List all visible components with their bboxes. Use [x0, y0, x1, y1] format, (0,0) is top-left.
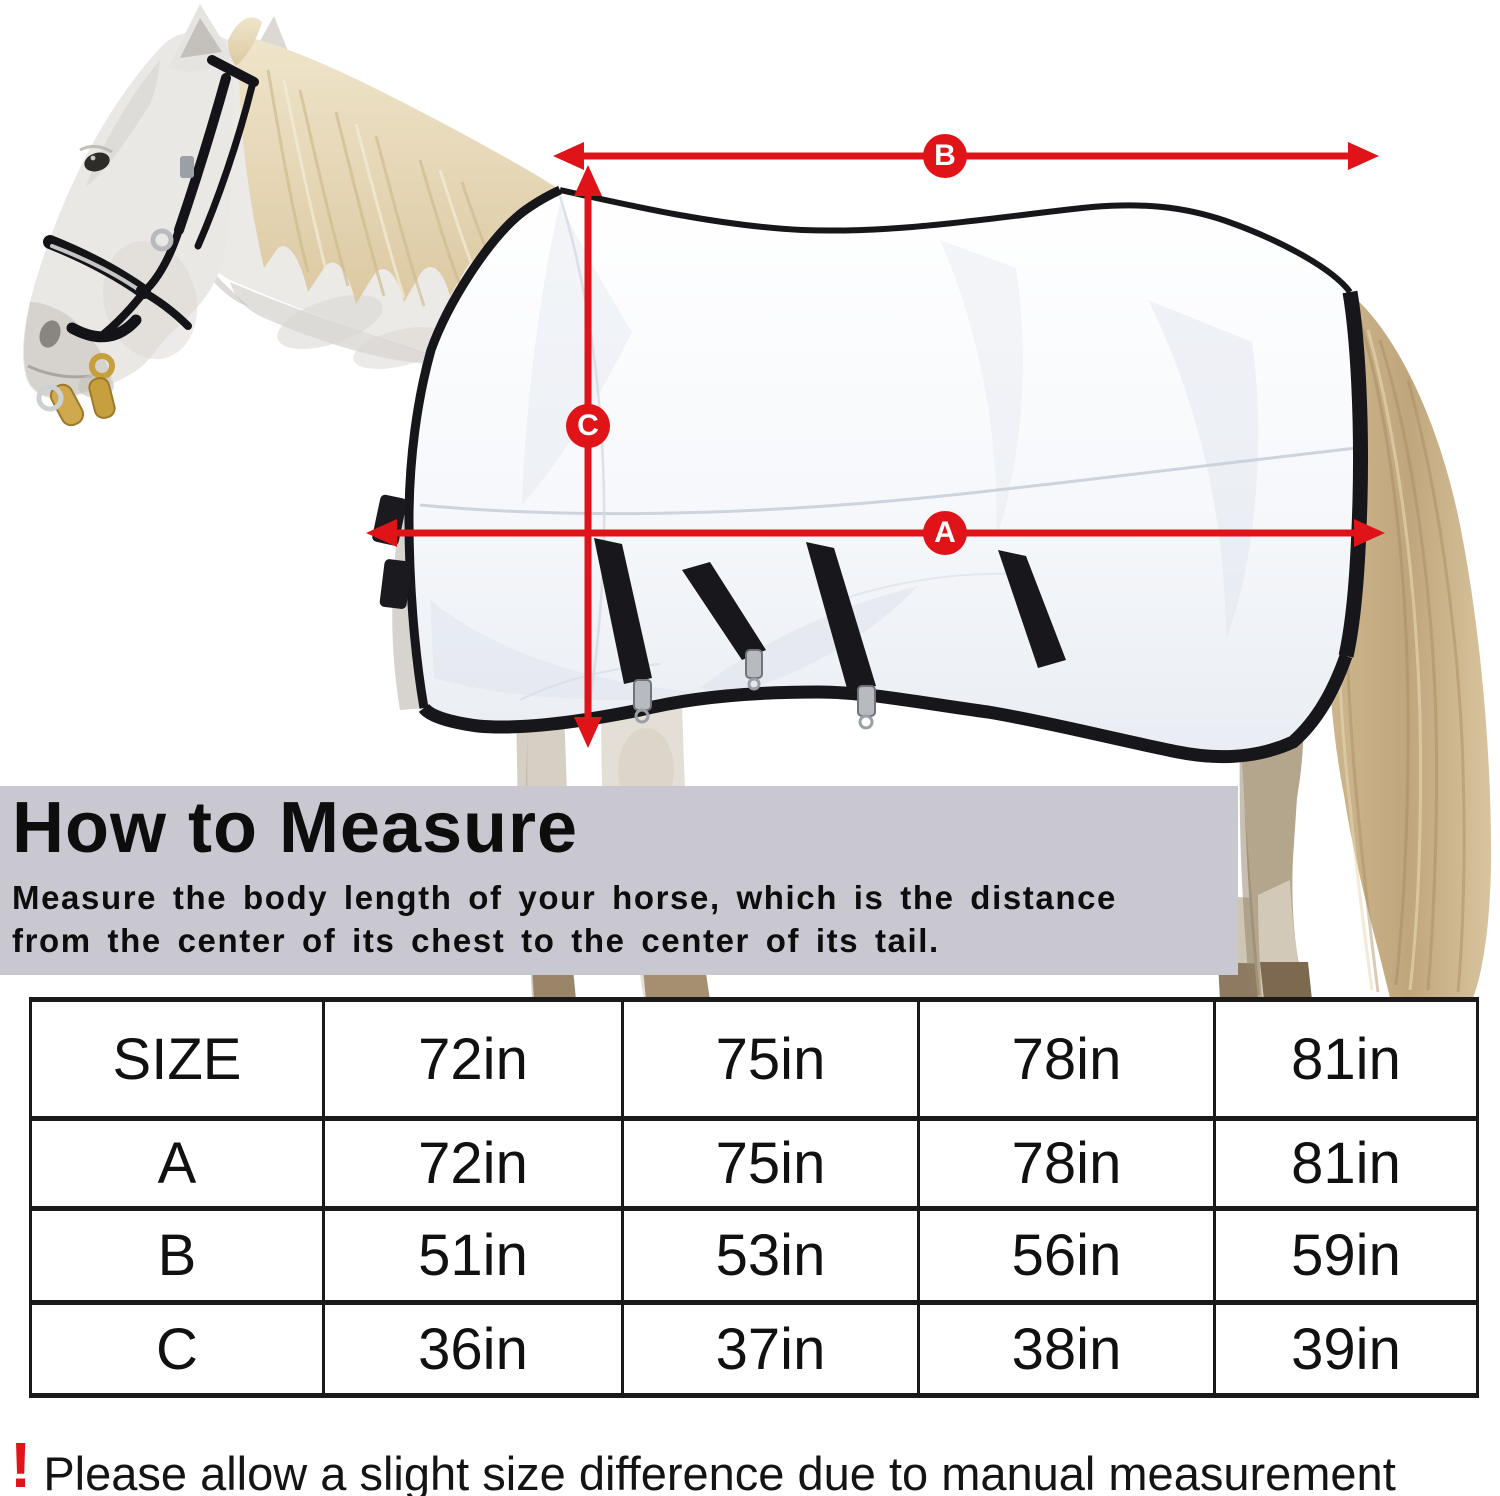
table-cell: 75in: [621, 1116, 920, 1211]
table-cell: C: [29, 1300, 325, 1398]
table-cell: 51in: [322, 1206, 624, 1305]
horse-nostril: [39, 320, 61, 348]
halter-gold-ring: [89, 353, 115, 379]
table-cell: 36in: [322, 1300, 624, 1398]
table-cell: 78in: [917, 1116, 1216, 1211]
table-cell: 72in: [322, 1116, 624, 1211]
blanket-hem-trim: [418, 653, 1353, 764]
horse-halter: [36, 55, 259, 427]
table-cell: 38in: [917, 1300, 1216, 1398]
measure-label-b: B: [923, 134, 967, 178]
measurement-note-text: Please allow a slight size difference du…: [43, 1447, 1396, 1496]
halter-ring: [150, 228, 174, 252]
measurement-note: ! Please allow a slight size difference …: [10, 1429, 1496, 1496]
measure-label-a-letter: A: [934, 516, 956, 549]
table-cell: SIZE: [29, 997, 325, 1121]
table-cell: 81in: [1213, 997, 1479, 1121]
table-cell: 59in: [1213, 1206, 1479, 1305]
table-row: SIZE 72in 75in 78in 81in: [29, 997, 1479, 1121]
how-to-measure-title: How to Measure: [12, 788, 579, 868]
horse-photo: B C A: [23, 4, 1492, 1000]
blanket-front-trim: [404, 185, 562, 709]
table-row: C 36in 37in 38in 39in: [29, 1300, 1479, 1398]
table-cell: 81in: [1213, 1116, 1479, 1211]
table-cell: 78in: [917, 997, 1216, 1121]
horse-tail: [1326, 292, 1492, 998]
measure-label-a: A: [923, 511, 967, 555]
table-cell: A: [29, 1116, 325, 1211]
size-table: SIZE 72in 75in 78in 81in A 72in 75in 78in 81in B 51…: [29, 997, 1479, 1398]
horse-mane: [228, 17, 560, 307]
arrow-c: [574, 165, 602, 748]
table-cell: B: [29, 1206, 325, 1305]
chest-closure-tab: [379, 559, 412, 609]
table-row: A 72in 75in 78in 81in: [29, 1116, 1479, 1211]
table-cell: 37in: [621, 1300, 920, 1398]
how-to-measure-panel: How to Measure Measure the body length o…: [0, 786, 1238, 975]
horse-illustration: [23, 4, 1492, 1000]
table-cell: 75in: [621, 997, 920, 1121]
blanket-top-trim: [559, 187, 1353, 294]
table-cell: 56in: [917, 1206, 1216, 1305]
halter-snap-clip: [88, 377, 116, 419]
blanket-seam: [419, 446, 1357, 516]
table-cell: 72in: [322, 997, 624, 1121]
arrow-a: [366, 519, 1385, 547]
table-cell: 53in: [621, 1206, 920, 1305]
table-cell: 39in: [1213, 1300, 1479, 1398]
blanket-back-trim: [1338, 290, 1368, 658]
horse-eye: [84, 152, 110, 172]
measure-label-c: C: [566, 404, 610, 448]
table-row: B 51in 53in 56in 59in: [29, 1206, 1479, 1305]
instruction-line-2: from the center of its chest to the cent…: [12, 922, 940, 959]
blanket-belly-straps: [372, 494, 1066, 730]
measure-label-c-letter: C: [577, 409, 599, 442]
instruction-line-1: Measure the body length of your horse, w…: [12, 879, 1117, 916]
warning-exclamation-mark: !: [10, 1429, 32, 1496]
measure-label-b-letter: B: [934, 139, 956, 172]
how-to-measure-instructions: Measure the body length of your horse, w…: [0, 864, 1238, 962]
